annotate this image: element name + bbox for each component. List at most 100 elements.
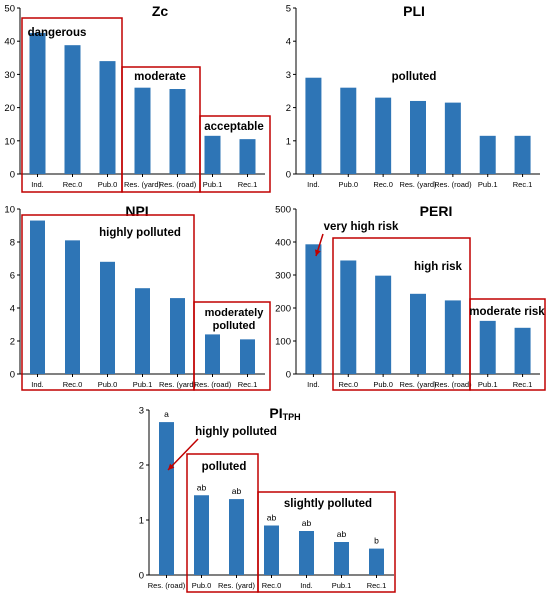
bar-pitph-5 — [334, 542, 349, 575]
bar-pitph-2 — [229, 499, 244, 575]
bar-pli-5 — [479, 135, 496, 174]
y-tick-label: 0 — [139, 571, 144, 582]
group-box — [193, 301, 271, 391]
y-tick-label: 2 — [139, 461, 144, 472]
y-tick-label: 500 — [275, 205, 291, 216]
x-tick-label: Rec.0 — [63, 380, 83, 389]
annotation-label: highly polluted — [195, 426, 277, 438]
annotation-arrowhead — [314, 249, 321, 256]
bar-pli-2 — [375, 97, 392, 174]
data-label: ab — [197, 482, 207, 492]
group-box — [121, 66, 201, 193]
x-tick-label: Res. (yard) — [159, 380, 197, 389]
chart-title: Zc — [152, 3, 169, 19]
x-tick-label: Pub.0 — [98, 380, 118, 389]
x-tick-label: Rec.1 — [367, 581, 387, 590]
y-tick-label: 30 — [4, 70, 15, 81]
y-tick-label: 20 — [4, 103, 15, 114]
bar-zc-0 — [29, 32, 46, 175]
group-label: polluted — [202, 461, 247, 473]
bar-pitph-6 — [369, 548, 384, 575]
data-label: ab — [267, 513, 277, 523]
chart-npi: 0 2 4 6 8 10 Ind. Rec.0 Pub.0 Pub.1 Res. (yard)Res… — [4, 203, 271, 391]
chart-pitph: 0 1 2 3 Res. (road) a Pub.0 ab Res. (yard) ab Rec.… — [139, 405, 396, 593]
bar-zc-2 — [99, 61, 116, 175]
group-box — [469, 298, 546, 391]
x-tick-label: Pub.1 — [478, 180, 498, 189]
x-tick-label: Rec.1 — [238, 180, 258, 189]
x-tick-label: Ind. — [307, 180, 320, 189]
bar-zc-3 — [134, 87, 151, 174]
bar-npi-4 — [170, 298, 185, 374]
x-tick-label: Res. (road) — [159, 180, 197, 189]
x-tick-label: Rec.0 — [373, 180, 393, 189]
x-tick-label: Ind. — [31, 380, 44, 389]
group-label: moderately polluted — [205, 307, 265, 332]
y-tick-label: 3 — [139, 406, 144, 417]
chart-title-text: Zc — [152, 3, 169, 19]
x-tick-label: Res. (road) — [148, 581, 186, 590]
bar-pli-3 — [410, 100, 426, 174]
y-tick-label: 40 — [4, 37, 15, 48]
x-tick-label: Pub.0 — [98, 180, 118, 189]
x-tick-label: Ind. — [307, 380, 320, 389]
x-tick-label: Res. (road) — [434, 180, 472, 189]
chart-title: PLI — [403, 3, 425, 19]
bar-pitph-0 — [159, 422, 174, 575]
y-tick-label: 200 — [275, 304, 291, 315]
x-tick-label: Res. (yard) — [399, 180, 437, 189]
bar-pitph-1 — [194, 495, 209, 575]
group-label: dangerous — [28, 27, 87, 39]
chart-zc: 0 10 20 30 40 50 Ind. Rec.0 Pub.0 Res. (yard)Res.… — [4, 3, 271, 193]
group-label: moderate risk — [469, 306, 545, 318]
chart-title-text: NPI — [125, 203, 148, 219]
bar-npi-1 — [65, 240, 80, 374]
x-tick-label: Rec.0 — [63, 180, 83, 189]
y-tick-label: 300 — [275, 271, 291, 282]
x-tick-label: Res. (road) — [434, 380, 472, 389]
bar-peri-6 — [514, 327, 531, 374]
chart-pli: 0 1 2 3 4 5 Ind. Pub.0 Rec.0 Res. (yard)Res. (roa… — [286, 3, 540, 189]
y-tick-label: 1 — [286, 136, 291, 147]
y-tick-label: 10 — [4, 136, 15, 147]
bar-pli-6 — [514, 135, 531, 174]
data-label: ab — [232, 486, 242, 496]
bar-pli-1 — [340, 87, 357, 174]
x-tick-label: Pub.0 — [373, 380, 393, 389]
bar-zc-6 — [239, 139, 256, 174]
bar-zc-4 — [169, 89, 186, 174]
bar-npi-2 — [100, 261, 115, 374]
x-tick-label: Rec.1 — [513, 380, 533, 389]
bar-pitph-4 — [299, 531, 314, 575]
x-tick-label: Res. (yard) — [124, 180, 162, 189]
bar-pli-4 — [444, 102, 461, 174]
x-tick-label: Res. (yard) — [399, 380, 437, 389]
annotation-arrow — [167, 438, 199, 471]
y-tick-label: 1 — [139, 516, 144, 527]
bar-npi-5 — [205, 334, 220, 374]
data-label: ab — [337, 529, 347, 539]
group-label: highly polluted — [99, 227, 181, 239]
group-label: acceptable — [204, 121, 263, 133]
chart-title: NPI — [125, 203, 148, 219]
data-label: b — [374, 536, 379, 546]
x-tick-label: Pub.0 — [338, 180, 358, 189]
bar-peri-3 — [410, 293, 426, 374]
chart-title: PITPH — [269, 405, 300, 422]
annotation-label: very high risk — [324, 221, 399, 233]
chart-peri: 0 100 200 300 400 500 Ind. Rec.0 Pub.0 Res. (yard… — [275, 203, 546, 391]
bar-peri-4 — [444, 300, 461, 374]
annotation-arrowhead — [168, 463, 175, 470]
y-tick-label: 100 — [275, 337, 291, 348]
bar-peri-1 — [340, 260, 357, 374]
x-tick-label: Pub.1 — [478, 380, 498, 389]
x-tick-label: Ind. — [31, 180, 44, 189]
chart-title-subscript: TPH — [283, 412, 301, 422]
y-tick-label: 0 — [10, 370, 15, 381]
x-tick-label: Pub.1 — [133, 380, 153, 389]
y-tick-label: 400 — [275, 238, 291, 249]
bar-zc-1 — [64, 45, 81, 175]
y-tick-label: 2 — [10, 337, 15, 348]
y-tick-label: 5 — [286, 4, 291, 15]
y-tick-label: 6 — [10, 271, 15, 282]
